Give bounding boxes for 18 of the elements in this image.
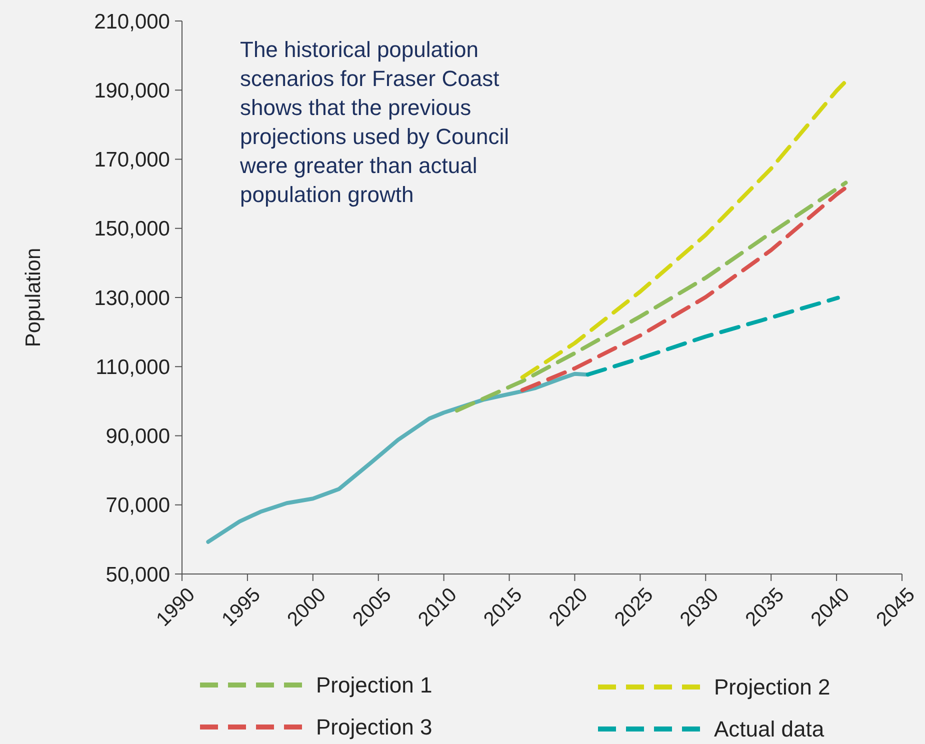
- y-tick-label: 190,000: [94, 79, 170, 102]
- line-series: [586, 296, 840, 377]
- y-tick-label: 210,000: [94, 10, 170, 34]
- legend-label: Projection 3: [316, 714, 432, 740]
- y-tick-label: 130,000: [94, 286, 170, 310]
- y-tick-label: 50,000: [106, 563, 170, 586]
- legend-label: Projection 2: [714, 674, 830, 700]
- y-tick-label: 70,000: [106, 494, 170, 518]
- line-series: [206, 372, 590, 544]
- y-tick-label: 170,000: [94, 148, 170, 172]
- annotation: The historical population scenarios for Fraser Coast shows that the previous projections used by Council were greater than actual population growth: [239, 37, 510, 207]
- legend-label: Actual data: [714, 716, 825, 742]
- line-series: [454, 180, 848, 413]
- y-axis-title: Population: [22, 248, 45, 348]
- y-tick-label: 110,000: [96, 356, 170, 379]
- y-tick-label: 150,000: [94, 218, 170, 241]
- y-tick-label: 90,000: [106, 425, 170, 448]
- legend-label: Projection 1: [316, 672, 432, 698]
